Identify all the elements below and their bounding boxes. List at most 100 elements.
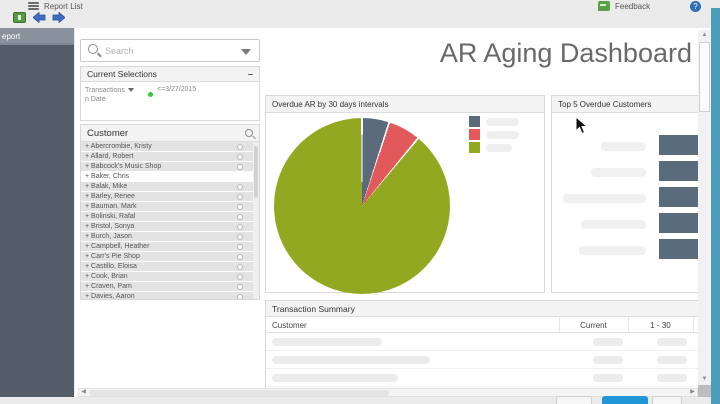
sidebar-report-tab[interactable]: eport: [0, 28, 74, 45]
customer-list-item[interactable]: + Carr's Pie Shop: [81, 252, 253, 261]
top5-row: [552, 212, 713, 238]
customer-list-item[interactable]: + Craven, Pam: [81, 282, 253, 291]
horizontal-scrollbar[interactable]: ◀ ▶: [78, 388, 698, 397]
customer-radio[interactable]: [237, 143, 243, 150]
customer-radio[interactable]: [237, 293, 243, 299]
customer-radio[interactable]: [237, 223, 243, 230]
customer-list-item[interactable]: + Castillo, Eloisa: [81, 262, 253, 271]
cell-customer-redacted: [272, 338, 382, 346]
current-selections-panel: Current Selections – Transactions n Date…: [80, 66, 260, 121]
table-row[interactable]: [266, 351, 711, 369]
customer-radio[interactable]: [237, 263, 243, 270]
vertical-scroll-thumb[interactable]: [699, 42, 710, 112]
customer-radio[interactable]: [237, 283, 243, 290]
customer-radio[interactable]: [237, 153, 243, 160]
top5-bar: [659, 135, 699, 155]
overdue-ar-pie-chart: [274, 118, 450, 294]
minimize-button[interactable]: –: [247, 69, 253, 79]
customer-list-item[interactable]: + Campbell, Heather: [81, 242, 253, 251]
search-input[interactable]: [105, 43, 225, 58]
scroll-right-icon[interactable]: ▶: [690, 389, 695, 395]
cell-current-redacted: [593, 338, 623, 346]
feedback-button[interactable]: Feedback: [615, 2, 651, 11]
top5-row: [552, 160, 713, 186]
legend-entry: [469, 129, 519, 140]
overdue-ar-title: Overdue AR by 30 days intervals: [272, 99, 389, 109]
search-icon: [88, 44, 98, 54]
customer-list-scrollbar[interactable]: [253, 142, 259, 299]
cell-current-redacted: [593, 356, 623, 364]
vertical-scrollbar[interactable]: ▲ ▼: [698, 30, 711, 385]
cell-customer-redacted: [272, 374, 398, 382]
customer-radio[interactable]: [237, 233, 243, 240]
scroll-left-icon[interactable]: ◀: [81, 389, 86, 395]
filter-field-dropdown[interactable]: Transactions n Date: [85, 86, 145, 104]
cell-1-30-redacted: [657, 338, 687, 346]
customer-radio[interactable]: [237, 203, 243, 210]
filter-value: <=3/27/2015: [157, 86, 197, 93]
customer-list-item[interactable]: + Davies, Aaron: [81, 292, 253, 299]
horizontal-scroll-thumb[interactable]: [89, 390, 389, 396]
bottom-button-primary[interactable]: [602, 396, 648, 404]
customer-radio[interactable]: [237, 183, 243, 190]
customer-radio[interactable]: [237, 273, 243, 280]
customer-radio[interactable]: [237, 193, 243, 200]
cell-current-redacted: [593, 374, 623, 382]
bottom-bar: [0, 397, 720, 404]
customer-list-item[interactable]: + Bauman, Mark: [81, 202, 253, 211]
overdue-ar-panel: Overdue AR by 30 days intervals: [265, 95, 545, 294]
column-customer: Customer: [272, 321, 307, 330]
customer-list-item[interactable]: + Barley, Renee: [81, 192, 253, 201]
customer-radio[interactable]: [237, 253, 243, 260]
bottom-button-1[interactable]: [556, 396, 592, 404]
customer-list-item[interactable]: + Bolinski, Rafal: [81, 212, 253, 221]
cell-1-30-redacted: [657, 356, 687, 364]
top5-label-redacted: [579, 246, 646, 255]
search-dropdown-caret[interactable]: [241, 49, 251, 55]
customer-list-item[interactable]: + Baker, Chris: [81, 172, 253, 181]
top5-label-redacted: [601, 142, 646, 151]
forward-arrow-icon[interactable]: [52, 12, 65, 23]
scroll-up-icon[interactable]: ▲: [701, 32, 708, 38]
table-row[interactable]: [266, 369, 711, 387]
report-list-button[interactable]: Report List: [44, 2, 83, 11]
feedback-icon[interactable]: [598, 1, 610, 11]
current-selections-title: Current Selections: [87, 69, 157, 79]
back-arrow-icon[interactable]: [33, 12, 46, 23]
top5-label-redacted: [581, 220, 646, 229]
customer-radio[interactable]: [237, 213, 243, 220]
chevron-down-icon: [127, 88, 134, 92]
transaction-summary-title: Transaction Summary: [272, 303, 355, 314]
customer-radio[interactable]: [237, 243, 243, 250]
customer-list-item[interactable]: + Babcock's Music Shop: [81, 162, 253, 171]
legend-label-redacted: [486, 117, 519, 126]
customer-radio[interactable]: [237, 163, 243, 170]
column-1-30: 1 - 30: [650, 321, 671, 330]
pie-legend: [469, 116, 519, 155]
customer-panel: Customer + Abercrombie, Kristy + Allard, …: [80, 124, 260, 300]
customer-list-item[interactable]: + Cook, Brian: [81, 272, 253, 281]
customer-list-item[interactable]: + Balak, Mike: [81, 182, 253, 191]
customer-list-item[interactable]: + Bristol, Sonya: [81, 222, 253, 231]
customer-list-item[interactable]: + Burch, Jason: [81, 232, 253, 241]
column-current: Current: [580, 321, 607, 330]
customer-list-item[interactable]: + Abercrombie, Kristy: [81, 142, 253, 151]
legend-label-redacted: [486, 143, 512, 152]
scroll-down-icon[interactable]: ▼: [701, 376, 708, 382]
top5-row: [552, 238, 713, 264]
top5-bar: [659, 213, 699, 233]
cell-1-30-redacted: [657, 374, 687, 382]
customer-list-item[interactable]: + Allard, Robert: [81, 152, 253, 161]
top5-bar: [659, 187, 699, 207]
help-icon[interactable]: ?: [690, 1, 701, 12]
report-list-icon: [28, 2, 39, 11]
customer-list: + Abercrombie, Kristy + Allard, Robert + B…: [81, 142, 259, 299]
legend-entry: [469, 116, 519, 127]
table-row[interactable]: [266, 333, 711, 351]
customer-search-icon[interactable]: [245, 129, 253, 137]
legend-entry: [469, 142, 519, 153]
screen-edge-accent: [711, 8, 720, 404]
bottom-button-2[interactable]: [652, 396, 682, 404]
export-icon[interactable]: [13, 12, 26, 23]
